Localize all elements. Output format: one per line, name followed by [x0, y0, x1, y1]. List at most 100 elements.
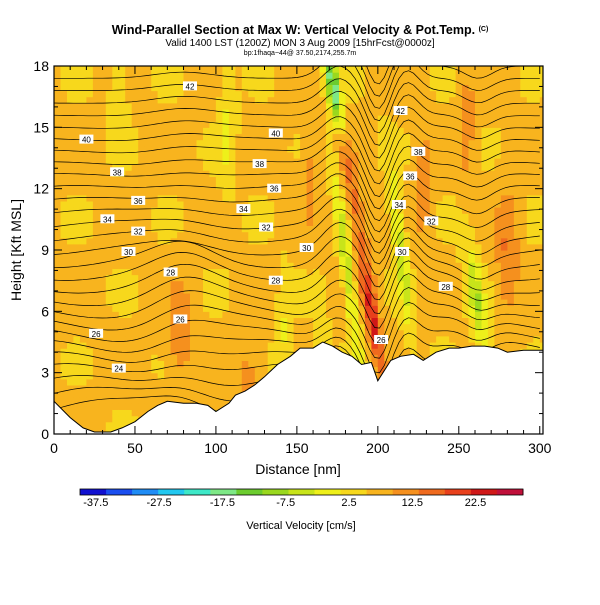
velocity-cell	[306, 280, 314, 288]
velocity-cell	[131, 317, 139, 325]
velocity-cell	[345, 243, 353, 251]
contour-label: 26	[92, 330, 101, 339]
velocity-cell	[397, 317, 405, 325]
velocity-cell	[118, 151, 126, 159]
velocity-cell	[358, 194, 366, 202]
velocity-cell	[144, 372, 152, 380]
velocity-cell	[507, 256, 515, 263]
velocity-cell	[481, 182, 489, 190]
velocity-cell	[442, 66, 450, 73]
velocity-cell	[138, 292, 146, 300]
velocity-cell	[364, 66, 372, 73]
velocity-cell	[73, 121, 81, 128]
velocity-cell	[487, 78, 495, 85]
velocity-cell	[170, 391, 178, 398]
velocity-cell	[241, 90, 249, 98]
velocity-cell	[209, 151, 217, 159]
velocity-cell	[364, 280, 372, 288]
velocity-cell	[345, 96, 353, 104]
velocity-cell	[60, 225, 68, 233]
velocity-cell	[86, 311, 94, 318]
velocity-cell	[481, 250, 489, 257]
velocity-cell	[507, 194, 515, 202]
velocity-cell	[332, 121, 340, 128]
velocity-cell	[533, 268, 541, 276]
velocity-cell	[157, 115, 165, 122]
velocity-cell	[507, 231, 515, 239]
velocity-cell	[500, 164, 508, 171]
velocity-cell	[423, 188, 431, 196]
velocity-cell	[364, 182, 372, 190]
velocity-cell	[151, 311, 159, 318]
velocity-cell	[267, 329, 275, 337]
velocity-cell	[60, 317, 68, 325]
velocity-cell	[151, 280, 159, 288]
colorbar-swatch	[366, 489, 394, 495]
velocity-cell	[190, 108, 198, 116]
velocity-cell	[157, 219, 165, 226]
velocity-cell	[377, 231, 385, 239]
velocity-cell	[209, 78, 217, 85]
velocity-cell	[157, 164, 165, 171]
velocity-cell	[54, 90, 62, 98]
velocity-cell	[241, 151, 249, 159]
velocity-cell	[196, 90, 204, 98]
velocity-cell	[364, 127, 372, 134]
velocity-cell	[500, 121, 508, 128]
velocity-cell	[177, 66, 185, 73]
velocity-cell	[222, 329, 230, 337]
velocity-cell	[131, 329, 139, 337]
velocity-cell	[86, 274, 94, 282]
y-tick-label: 18	[33, 58, 49, 74]
velocity-cell	[118, 66, 126, 73]
velocity-cell	[533, 164, 541, 171]
velocity-cell	[196, 121, 204, 128]
velocity-cell	[300, 90, 308, 98]
velocity-cell	[416, 182, 424, 190]
velocity-cell	[313, 176, 321, 184]
velocity-cell	[449, 335, 457, 343]
velocity-cell	[144, 256, 152, 263]
velocity-cell	[54, 378, 62, 386]
velocity-cell	[112, 158, 120, 165]
velocity-cell	[203, 311, 211, 318]
colorbar-tick-label: 2.5	[341, 497, 356, 509]
velocity-cell	[397, 213, 405, 220]
velocity-cell	[332, 299, 340, 306]
velocity-cell	[209, 366, 217, 374]
velocity-cell	[429, 151, 437, 159]
velocity-cell	[526, 286, 534, 294]
velocity-cell	[300, 268, 308, 276]
velocity-cell	[462, 90, 470, 98]
velocity-cell	[539, 280, 543, 288]
velocity-cell	[99, 299, 107, 306]
velocity-cell	[177, 121, 185, 128]
velocity-cell	[287, 262, 295, 269]
velocity-cell	[157, 262, 165, 269]
velocity-cell	[177, 219, 185, 226]
velocity-cell	[513, 139, 521, 147]
velocity-cell	[429, 194, 437, 202]
velocity-cell	[326, 329, 334, 337]
velocity-cell	[86, 305, 94, 312]
velocity-cell	[151, 268, 159, 276]
velocity-cell	[500, 237, 508, 245]
velocity-cell	[429, 102, 437, 110]
velocity-cell	[112, 84, 120, 92]
velocity-cell	[468, 108, 476, 116]
theta-contour	[54, 116, 540, 172]
velocity-cell	[293, 207, 301, 214]
velocity-cell	[60, 286, 68, 294]
velocity-cell	[222, 280, 230, 288]
velocity-cell	[293, 305, 301, 312]
velocity-cell	[112, 72, 120, 79]
velocity-cell	[339, 158, 347, 165]
velocity-cell	[539, 151, 543, 159]
velocity-cell	[326, 213, 334, 220]
velocity-cell	[539, 170, 543, 177]
velocity-cell	[86, 66, 94, 73]
velocity-cell	[319, 133, 327, 141]
velocity-cell	[358, 274, 366, 282]
velocity-cell	[92, 262, 100, 269]
velocity-cell	[300, 292, 308, 300]
